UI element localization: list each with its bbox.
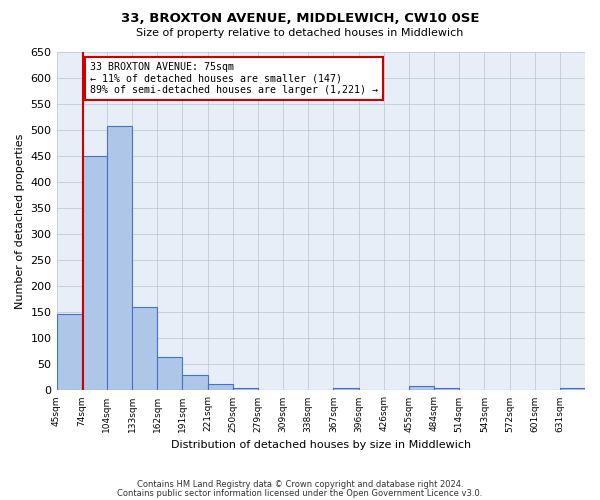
Bar <box>82 156 107 390</box>
Text: Contains HM Land Registry data © Crown copyright and database right 2024.: Contains HM Land Registry data © Crown c… <box>137 480 463 489</box>
Text: 33 BROXTON AVENUE: 75sqm
← 11% of detached houses are smaller (147)
89% of semi-: 33 BROXTON AVENUE: 75sqm ← 11% of detach… <box>89 62 377 95</box>
Text: Size of property relative to detached houses in Middlewich: Size of property relative to detached ho… <box>136 28 464 38</box>
Bar <box>107 126 132 390</box>
Bar <box>208 384 233 390</box>
Text: 33, BROXTON AVENUE, MIDDLEWICH, CW10 0SE: 33, BROXTON AVENUE, MIDDLEWICH, CW10 0SE <box>121 12 479 26</box>
Bar <box>157 356 182 390</box>
Bar <box>434 388 459 390</box>
Y-axis label: Number of detached properties: Number of detached properties <box>15 134 25 308</box>
Bar <box>182 375 208 390</box>
Bar <box>56 314 82 390</box>
X-axis label: Distribution of detached houses by size in Middlewich: Distribution of detached houses by size … <box>171 440 471 450</box>
Bar <box>334 388 359 390</box>
Bar <box>560 388 585 390</box>
Bar <box>132 307 157 390</box>
Bar <box>233 388 258 390</box>
Text: Contains public sector information licensed under the Open Government Licence v3: Contains public sector information licen… <box>118 488 482 498</box>
Bar <box>409 386 434 390</box>
